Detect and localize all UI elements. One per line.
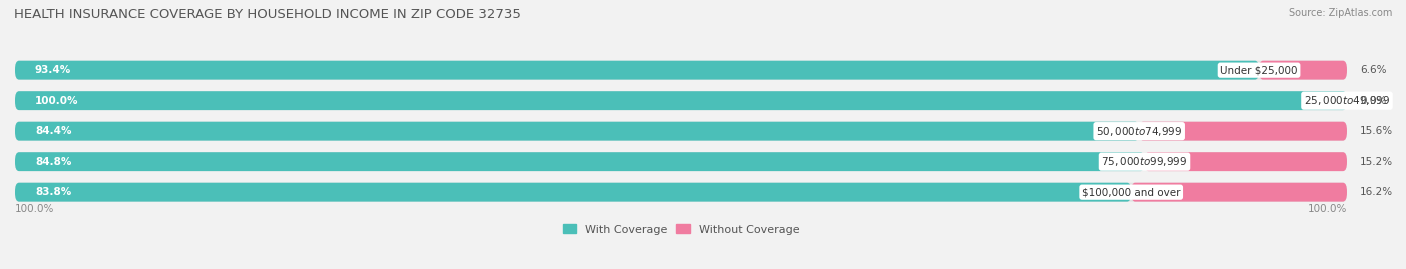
Text: 100.0%: 100.0% [15, 204, 55, 214]
FancyBboxPatch shape [15, 91, 1347, 110]
Text: 83.8%: 83.8% [35, 187, 72, 197]
FancyBboxPatch shape [15, 183, 1132, 202]
FancyBboxPatch shape [15, 122, 1139, 141]
Legend: With Coverage, Without Coverage: With Coverage, Without Coverage [562, 224, 799, 235]
Text: 100.0%: 100.0% [35, 96, 79, 106]
Text: 15.2%: 15.2% [1360, 157, 1393, 167]
FancyBboxPatch shape [1144, 152, 1347, 171]
FancyBboxPatch shape [15, 152, 1347, 171]
FancyBboxPatch shape [1132, 183, 1347, 202]
Text: 84.8%: 84.8% [35, 157, 72, 167]
Text: 16.2%: 16.2% [1360, 187, 1393, 197]
Text: 6.6%: 6.6% [1360, 65, 1386, 75]
Text: $25,000 to $49,999: $25,000 to $49,999 [1303, 94, 1391, 107]
FancyBboxPatch shape [1258, 61, 1347, 80]
Text: 0.0%: 0.0% [1360, 96, 1386, 106]
Text: 100.0%: 100.0% [1308, 204, 1347, 214]
FancyBboxPatch shape [15, 61, 1258, 80]
FancyBboxPatch shape [15, 183, 1347, 202]
FancyBboxPatch shape [15, 61, 1347, 80]
FancyBboxPatch shape [1139, 122, 1347, 141]
Text: HEALTH INSURANCE COVERAGE BY HOUSEHOLD INCOME IN ZIP CODE 32735: HEALTH INSURANCE COVERAGE BY HOUSEHOLD I… [14, 8, 522, 21]
FancyBboxPatch shape [15, 152, 1144, 171]
FancyBboxPatch shape [15, 91, 1347, 110]
Text: 93.4%: 93.4% [35, 65, 72, 75]
Text: $100,000 and over: $100,000 and over [1083, 187, 1181, 197]
Text: $75,000 to $99,999: $75,000 to $99,999 [1101, 155, 1188, 168]
Text: Under $25,000: Under $25,000 [1220, 65, 1298, 75]
Text: 15.6%: 15.6% [1360, 126, 1393, 136]
FancyBboxPatch shape [15, 122, 1347, 141]
Text: $50,000 to $74,999: $50,000 to $74,999 [1097, 125, 1182, 138]
Text: 84.4%: 84.4% [35, 126, 72, 136]
Text: Source: ZipAtlas.com: Source: ZipAtlas.com [1288, 8, 1392, 18]
